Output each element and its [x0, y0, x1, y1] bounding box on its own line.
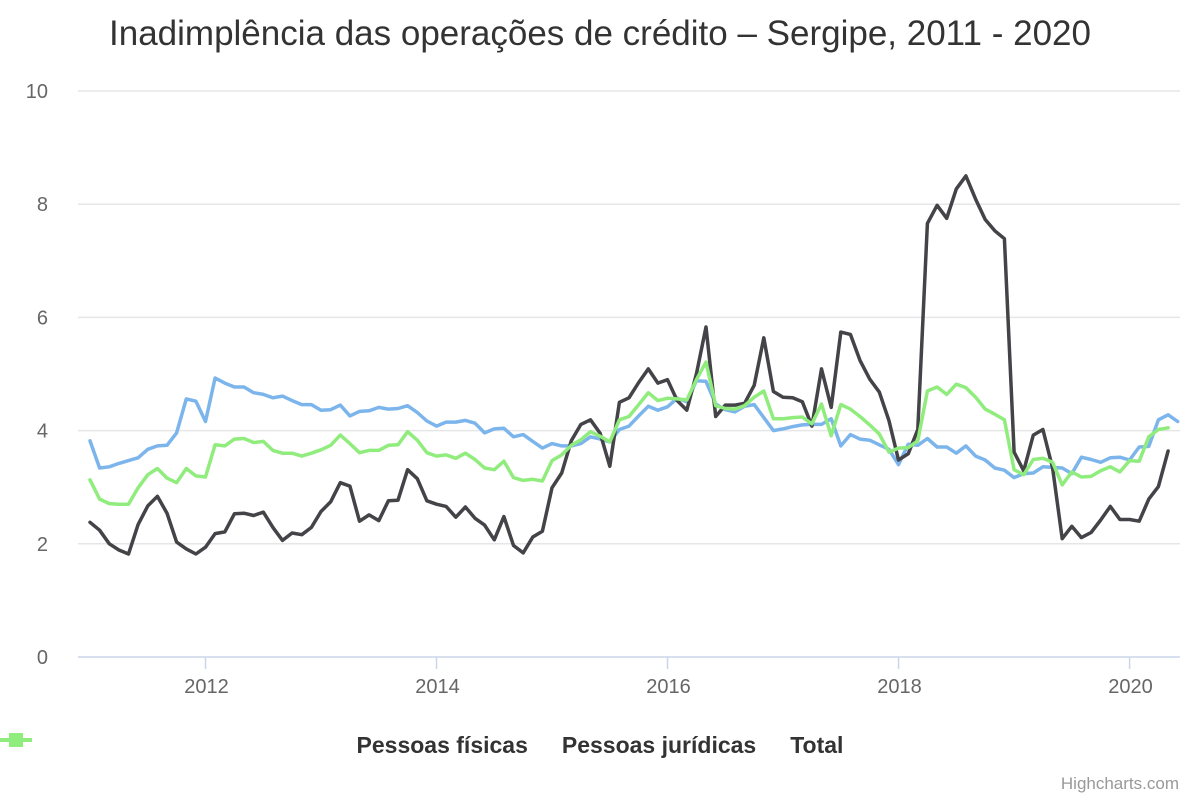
- series-line-pessoas-juridicas: [88, 174, 1170, 556]
- y-tick-label: 8: [37, 194, 48, 216]
- legend-item[interactable]: Total: [0, 732, 844, 759]
- credits-link[interactable]: Highcharts.com: [1060, 774, 1179, 793]
- legend-label: Pessoas físicas: [356, 732, 528, 758]
- x-tick-label: 2012: [184, 676, 229, 698]
- chart-title: Inadimplência das operações de crédito –…: [109, 14, 1091, 53]
- legend: Pessoas físicas Pessoas jurídicas Total: [0, 732, 1200, 759]
- y-tick-label: 4: [37, 421, 48, 443]
- legend-item[interactable]: Pessoas jurídicas: [0, 732, 757, 759]
- x-tick-label: 2018: [877, 676, 922, 698]
- x-tick-label: 2014: [415, 676, 460, 698]
- series-line-pessoas-fisicas: [88, 376, 1180, 480]
- y-tick-label: 10: [26, 81, 48, 103]
- series-line-total: [88, 360, 1170, 506]
- legend-label: Pessoas jurídicas: [561, 732, 757, 758]
- square-marker-icon: [0, 733, 32, 747]
- x-tick-label: 2016: [646, 676, 691, 698]
- y-tick-label: 0: [37, 647, 48, 669]
- y-tick-label: 6: [37, 307, 48, 329]
- x-tick-label: 2020: [1108, 676, 1153, 698]
- legend-label: Total: [790, 732, 844, 758]
- legend-item[interactable]: Pessoas físicas: [0, 732, 528, 759]
- y-tick-label: 2: [37, 534, 48, 556]
